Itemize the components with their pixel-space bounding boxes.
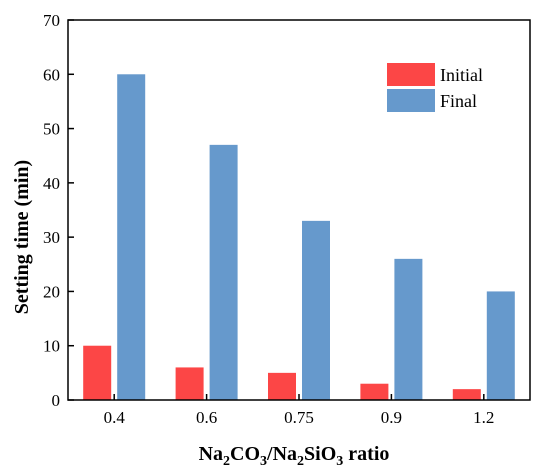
y-tick-label: 60 bbox=[43, 65, 60, 84]
bar-final-0.6 bbox=[209, 144, 238, 400]
y-tick-label: 30 bbox=[43, 228, 60, 247]
y-ticks: 0 10 20 30 40 50 60 70 bbox=[43, 11, 74, 410]
y-tick-label: 0 bbox=[52, 391, 61, 410]
bar-initial-0.9 bbox=[360, 383, 389, 400]
x-tick-label: 1.2 bbox=[473, 408, 494, 427]
bar-initial-0.4 bbox=[83, 345, 112, 400]
bar-final-0.75 bbox=[302, 220, 330, 400]
x-tick-label: 0.6 bbox=[196, 408, 217, 427]
bar-final-0.4 bbox=[117, 74, 146, 401]
y-axis-title: Setting time (min) bbox=[11, 160, 33, 314]
x-tick-label: 0.4 bbox=[104, 408, 126, 427]
legend-swatch-initial bbox=[387, 63, 435, 86]
legend: Initial Final bbox=[387, 63, 483, 112]
y-tick-label: 10 bbox=[43, 337, 60, 356]
x-axis-title: Na2CO3/Na2SiO3 ratio bbox=[199, 443, 390, 469]
y-tick-label: 20 bbox=[43, 282, 60, 301]
x-tick-label: 0.75 bbox=[284, 408, 314, 427]
legend-label-final: Final bbox=[440, 91, 477, 111]
bar-final-0.9 bbox=[394, 258, 423, 400]
y-tick-label: 40 bbox=[43, 174, 60, 193]
y-tick-label: 70 bbox=[43, 11, 60, 30]
x-ticks: 0.4 0.6 0.75 0.9 1.2 bbox=[104, 394, 494, 427]
bar-initial-0.75 bbox=[268, 372, 296, 400]
bar-final-1.2 bbox=[486, 291, 515, 400]
bar-initial-1.2 bbox=[452, 389, 481, 400]
x-tick-label: 0.9 bbox=[381, 408, 402, 427]
y-tick-label: 50 bbox=[43, 120, 60, 139]
bar-initial-0.6 bbox=[175, 367, 204, 400]
legend-label-initial: Initial bbox=[440, 65, 483, 85]
bars-layer bbox=[83, 74, 515, 401]
legend-swatch-final bbox=[387, 89, 435, 112]
